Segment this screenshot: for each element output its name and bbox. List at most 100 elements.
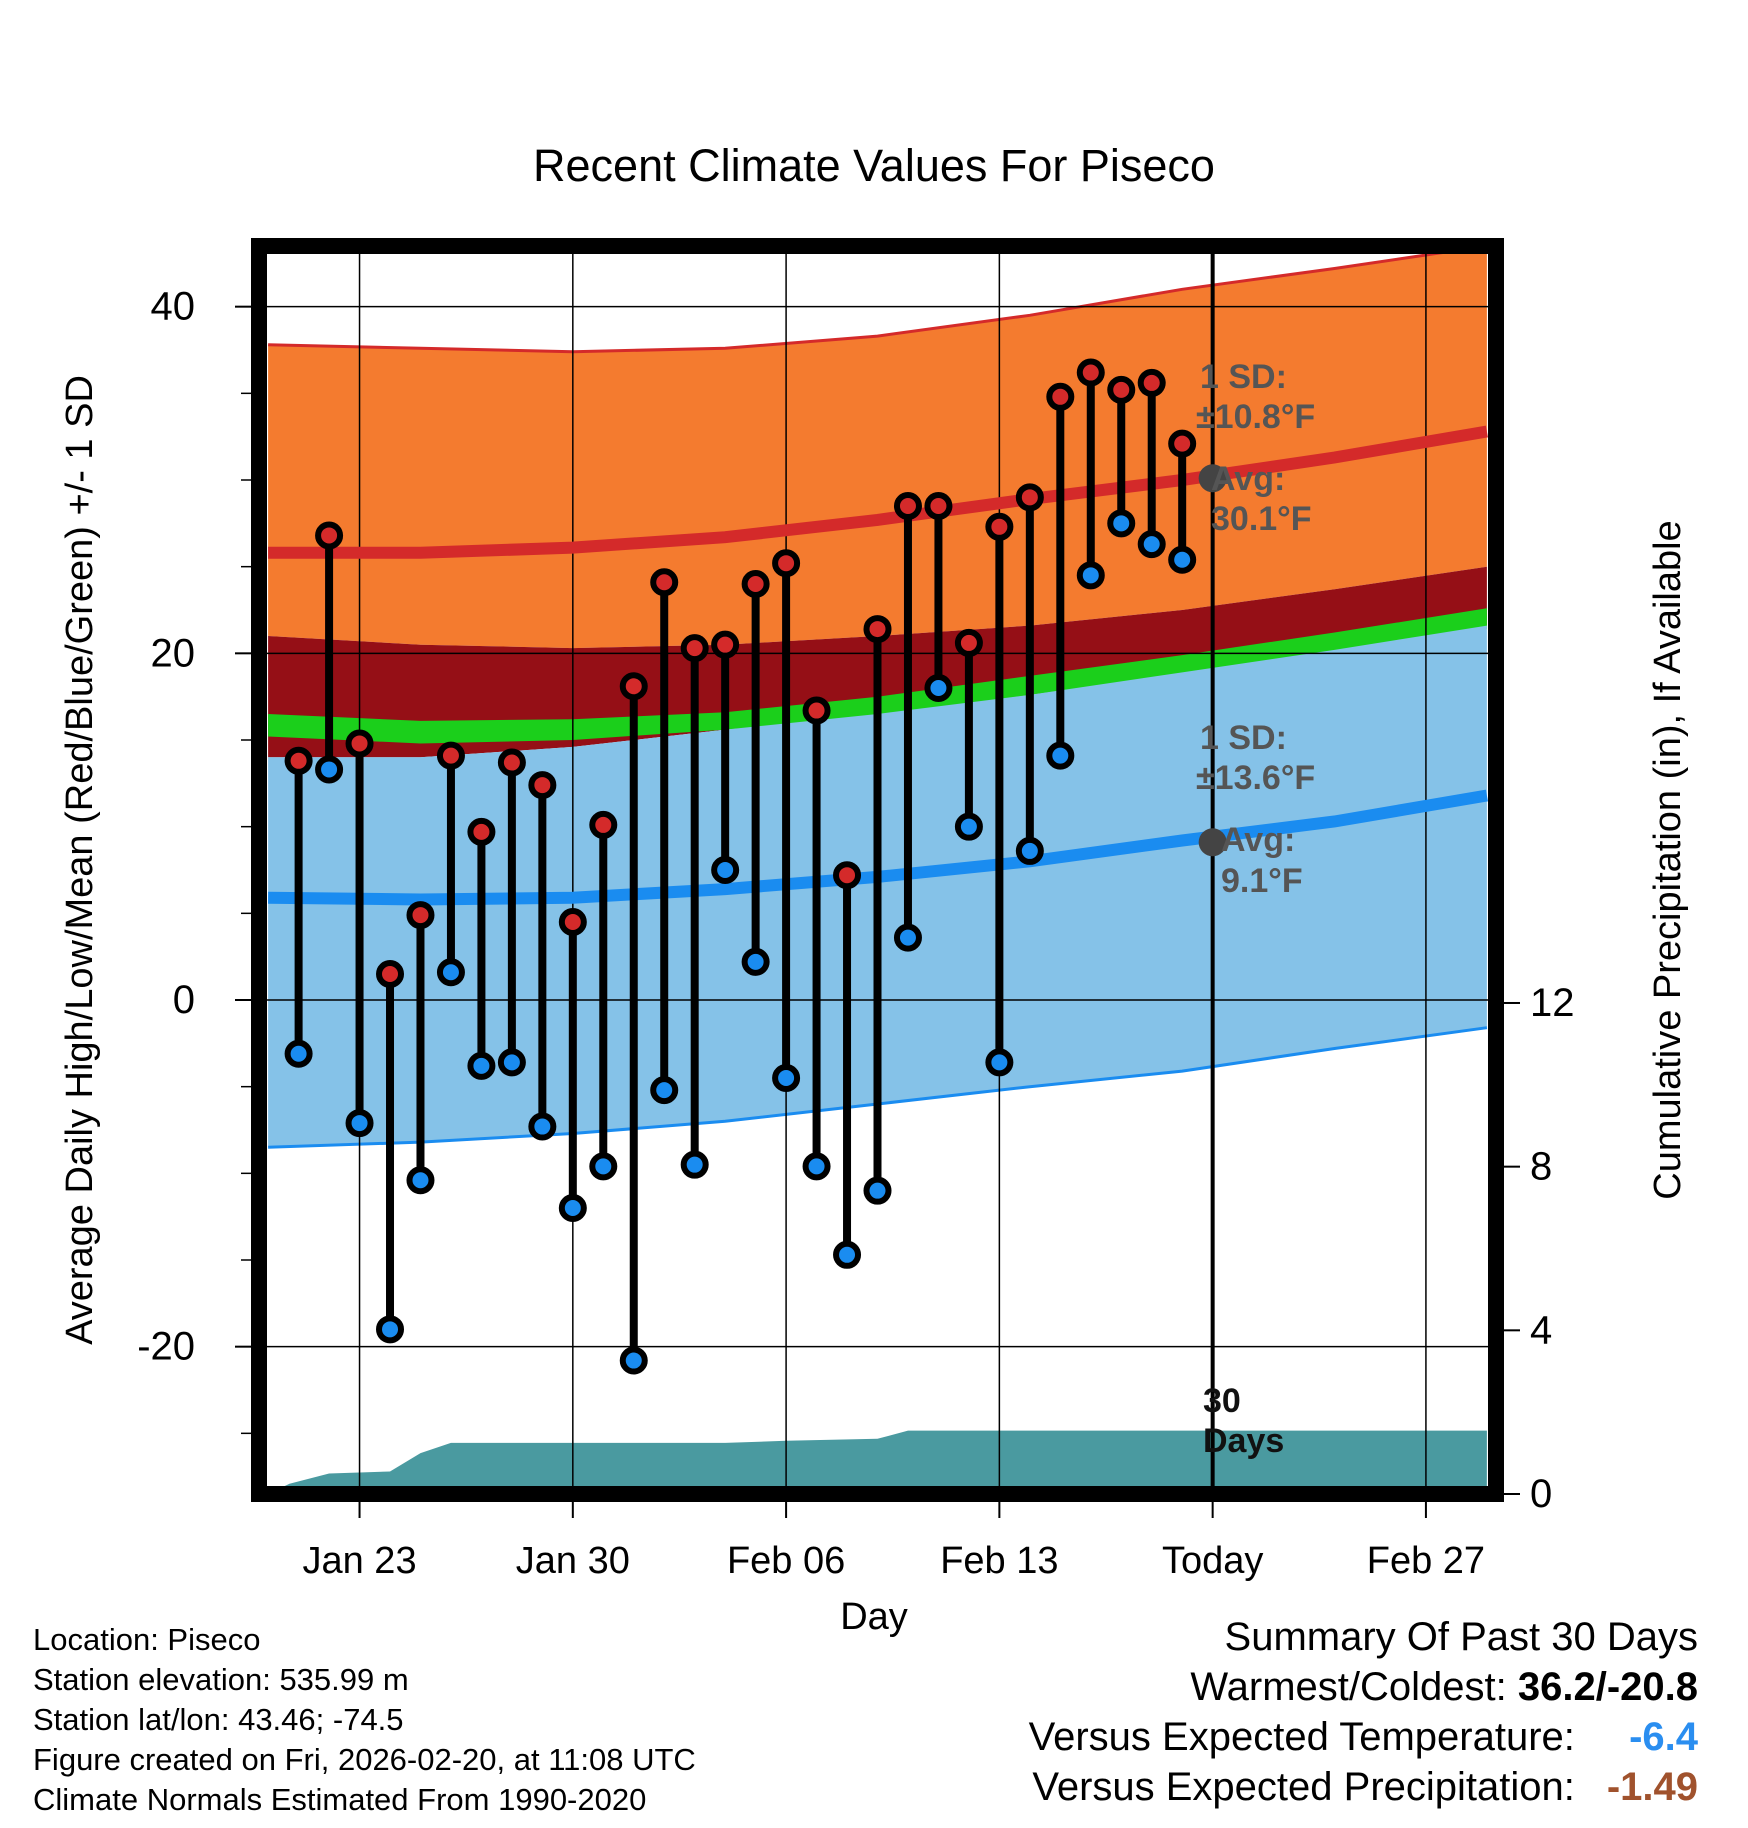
- daily-low-point: [345, 1109, 374, 1138]
- y2-tick-label: 8: [1530, 1145, 1552, 1189]
- daily-low-point: [1107, 509, 1136, 538]
- daily-high-point: [284, 746, 313, 775]
- daily-high-point: [589, 810, 618, 839]
- y2-axis-label: Cumulative Precipitation (in), If Availa…: [1647, 520, 1689, 1199]
- daily-high-point: [345, 729, 374, 758]
- daily-low-point: [924, 674, 953, 702]
- y-axis-label: Average Daily High/Low/Mean (Red/Blue/Gr…: [59, 375, 101, 1345]
- daily-low-point: [893, 923, 922, 952]
- x-tick-label: Feb 27: [1367, 1540, 1485, 1582]
- daily-high-point: [376, 960, 405, 988]
- daily-low-point: [802, 1152, 831, 1181]
- daily-low-point: [772, 1064, 801, 1092]
- daily-high-point: [558, 908, 587, 936]
- low-avg-title: Avg:: [1221, 821, 1295, 859]
- today-high-avg-point: [1198, 464, 1227, 493]
- high-avg-title: Avg:: [1211, 460, 1285, 498]
- daily-high-point: [1076, 358, 1105, 387]
- temp-departure-value: -6.4: [1629, 1715, 1698, 1759]
- window-label-number: 30: [1203, 1382, 1241, 1420]
- summary-title: Summary Of Past 30 Days: [1224, 1615, 1698, 1659]
- daily-low-point: [589, 1152, 618, 1181]
- high-avg-value: 30.1°F: [1211, 500, 1312, 538]
- y-tick-label: -20: [137, 1325, 195, 1369]
- daily-low-point: [1168, 545, 1197, 574]
- daily-high-point: [680, 634, 709, 663]
- daily-high-point: [315, 521, 344, 550]
- plot-frame: [251, 238, 1504, 1502]
- low-avg-value: 9.1°F: [1221, 862, 1303, 900]
- daily-high-point: [985, 512, 1014, 541]
- temp-departure-row: Versus Expected Temperature: -6.4: [1029, 1712, 1698, 1762]
- daily-high-point: [1046, 382, 1075, 411]
- latlon-text: Station lat/lon: 43.46; -74.5: [33, 1702, 404, 1737]
- x-tick-label: Today: [1162, 1540, 1263, 1582]
- daily-high-point: [406, 901, 435, 930]
- precip-departure-value: -1.49: [1606, 1765, 1698, 1809]
- daily-observations: [284, 358, 1227, 1375]
- high-sd-value: ±10.8°F: [1196, 398, 1315, 436]
- daily-high-point: [954, 628, 983, 657]
- warmest-coldest-value: 36.2/-20.8: [1517, 1665, 1698, 1709]
- daily-high-point: [833, 861, 862, 890]
- daily-low-point: [1076, 561, 1105, 590]
- daily-low-point: [558, 1194, 587, 1222]
- daily-low-point: [1137, 530, 1166, 559]
- y2-tick-label: 4: [1530, 1308, 1552, 1352]
- daily-high-point: [1168, 429, 1197, 458]
- chart-title: Recent Climate Values For Piseco: [533, 140, 1215, 191]
- daily-low-point: [833, 1240, 862, 1269]
- daily-low-point: [436, 958, 465, 987]
- y-tick-label: 40: [151, 285, 196, 329]
- y-tick-label: 20: [151, 631, 196, 675]
- daily-low-point: [650, 1076, 679, 1105]
- daily-low-point: [619, 1346, 648, 1375]
- low-sd-value: ±13.6°F: [1196, 759, 1315, 797]
- annotations: 1 SD: ±10.8°F Avg: 30.1°F 1 SD: ±13.6°F …: [1196, 358, 1315, 1460]
- daily-low-point: [528, 1112, 557, 1141]
- cumulative-precip-area: [268, 1430, 1487, 1494]
- axes: Jan 23 Jan 30 Feb 06 Feb 13 Today Feb 27 -20 0 2…: [137, 285, 1574, 1582]
- normals-text: Climate Normals Estimated From 1990-2020: [33, 1782, 647, 1817]
- daily-high-point: [467, 817, 496, 846]
- daily-low-point: [376, 1315, 405, 1344]
- elevation-text: Station elevation: 535.99 m: [33, 1662, 409, 1697]
- daily-high-point: [1137, 368, 1166, 397]
- daily-low-point: [954, 812, 983, 841]
- daily-high-point: [772, 549, 801, 578]
- today-low-avg-point: [1198, 828, 1227, 857]
- precip-departure-row: Versus Expected Precipitation: -1.49: [1029, 1762, 1698, 1812]
- daily-high-point: [1015, 483, 1044, 512]
- window-label-days: Days: [1203, 1422, 1284, 1460]
- x-tick-label: Feb 06: [727, 1540, 845, 1582]
- daily-high-point: [1107, 375, 1136, 404]
- daily-high-point: [863, 615, 892, 644]
- x-axis-label: Day: [840, 1596, 908, 1638]
- warmest-coldest-row: Warmest/Coldest: 36.2/-20.8: [1029, 1662, 1698, 1712]
- daily-low-point: [863, 1176, 892, 1205]
- high-upper-edge: [268, 246, 1488, 354]
- daily-high-point: [528, 771, 557, 800]
- daily-high-point: [497, 748, 526, 777]
- precip-departure-label: Versus Expected Precipitation:: [1032, 1765, 1575, 1809]
- temp-departure-label: Versus Expected Temperature:: [1028, 1715, 1575, 1759]
- daily-high-point: [893, 492, 922, 520]
- daily-low-point: [680, 1150, 709, 1179]
- daily-high-point: [619, 672, 648, 701]
- daily-high-point: [711, 630, 740, 659]
- created-text: Figure created on Fri, 2026-02-20, at 11…: [33, 1742, 696, 1777]
- daily-low-point: [741, 947, 770, 976]
- daily-high-point: [650, 568, 679, 597]
- daily-high-point: [436, 741, 465, 770]
- y2-tick-label: 0: [1530, 1472, 1552, 1516]
- daily-low-point: [497, 1048, 526, 1077]
- summary-panel: Summary Of Past 30 Days Warmest/Coldest:…: [1029, 1612, 1698, 1812]
- station-info: Location: Piseco Station elevation: 535.…: [33, 1620, 696, 1820]
- daily-high-point: [924, 492, 953, 520]
- high-sd-title: 1 SD:: [1200, 358, 1287, 396]
- daily-low-point: [284, 1039, 313, 1068]
- y-tick-label: 0: [173, 978, 195, 1022]
- normal-high-line: [268, 425, 1488, 559]
- daily-low-point: [1046, 741, 1075, 770]
